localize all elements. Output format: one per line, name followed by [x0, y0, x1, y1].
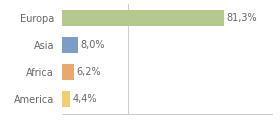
Text: 8,0%: 8,0% [80, 40, 104, 50]
Text: 6,2%: 6,2% [76, 67, 101, 77]
Bar [62, 37, 78, 53]
Bar [62, 91, 70, 107]
Text: 81,3%: 81,3% [227, 13, 257, 23]
Text: 4,4%: 4,4% [73, 94, 97, 104]
Bar [62, 64, 74, 80]
Bar [62, 10, 224, 27]
